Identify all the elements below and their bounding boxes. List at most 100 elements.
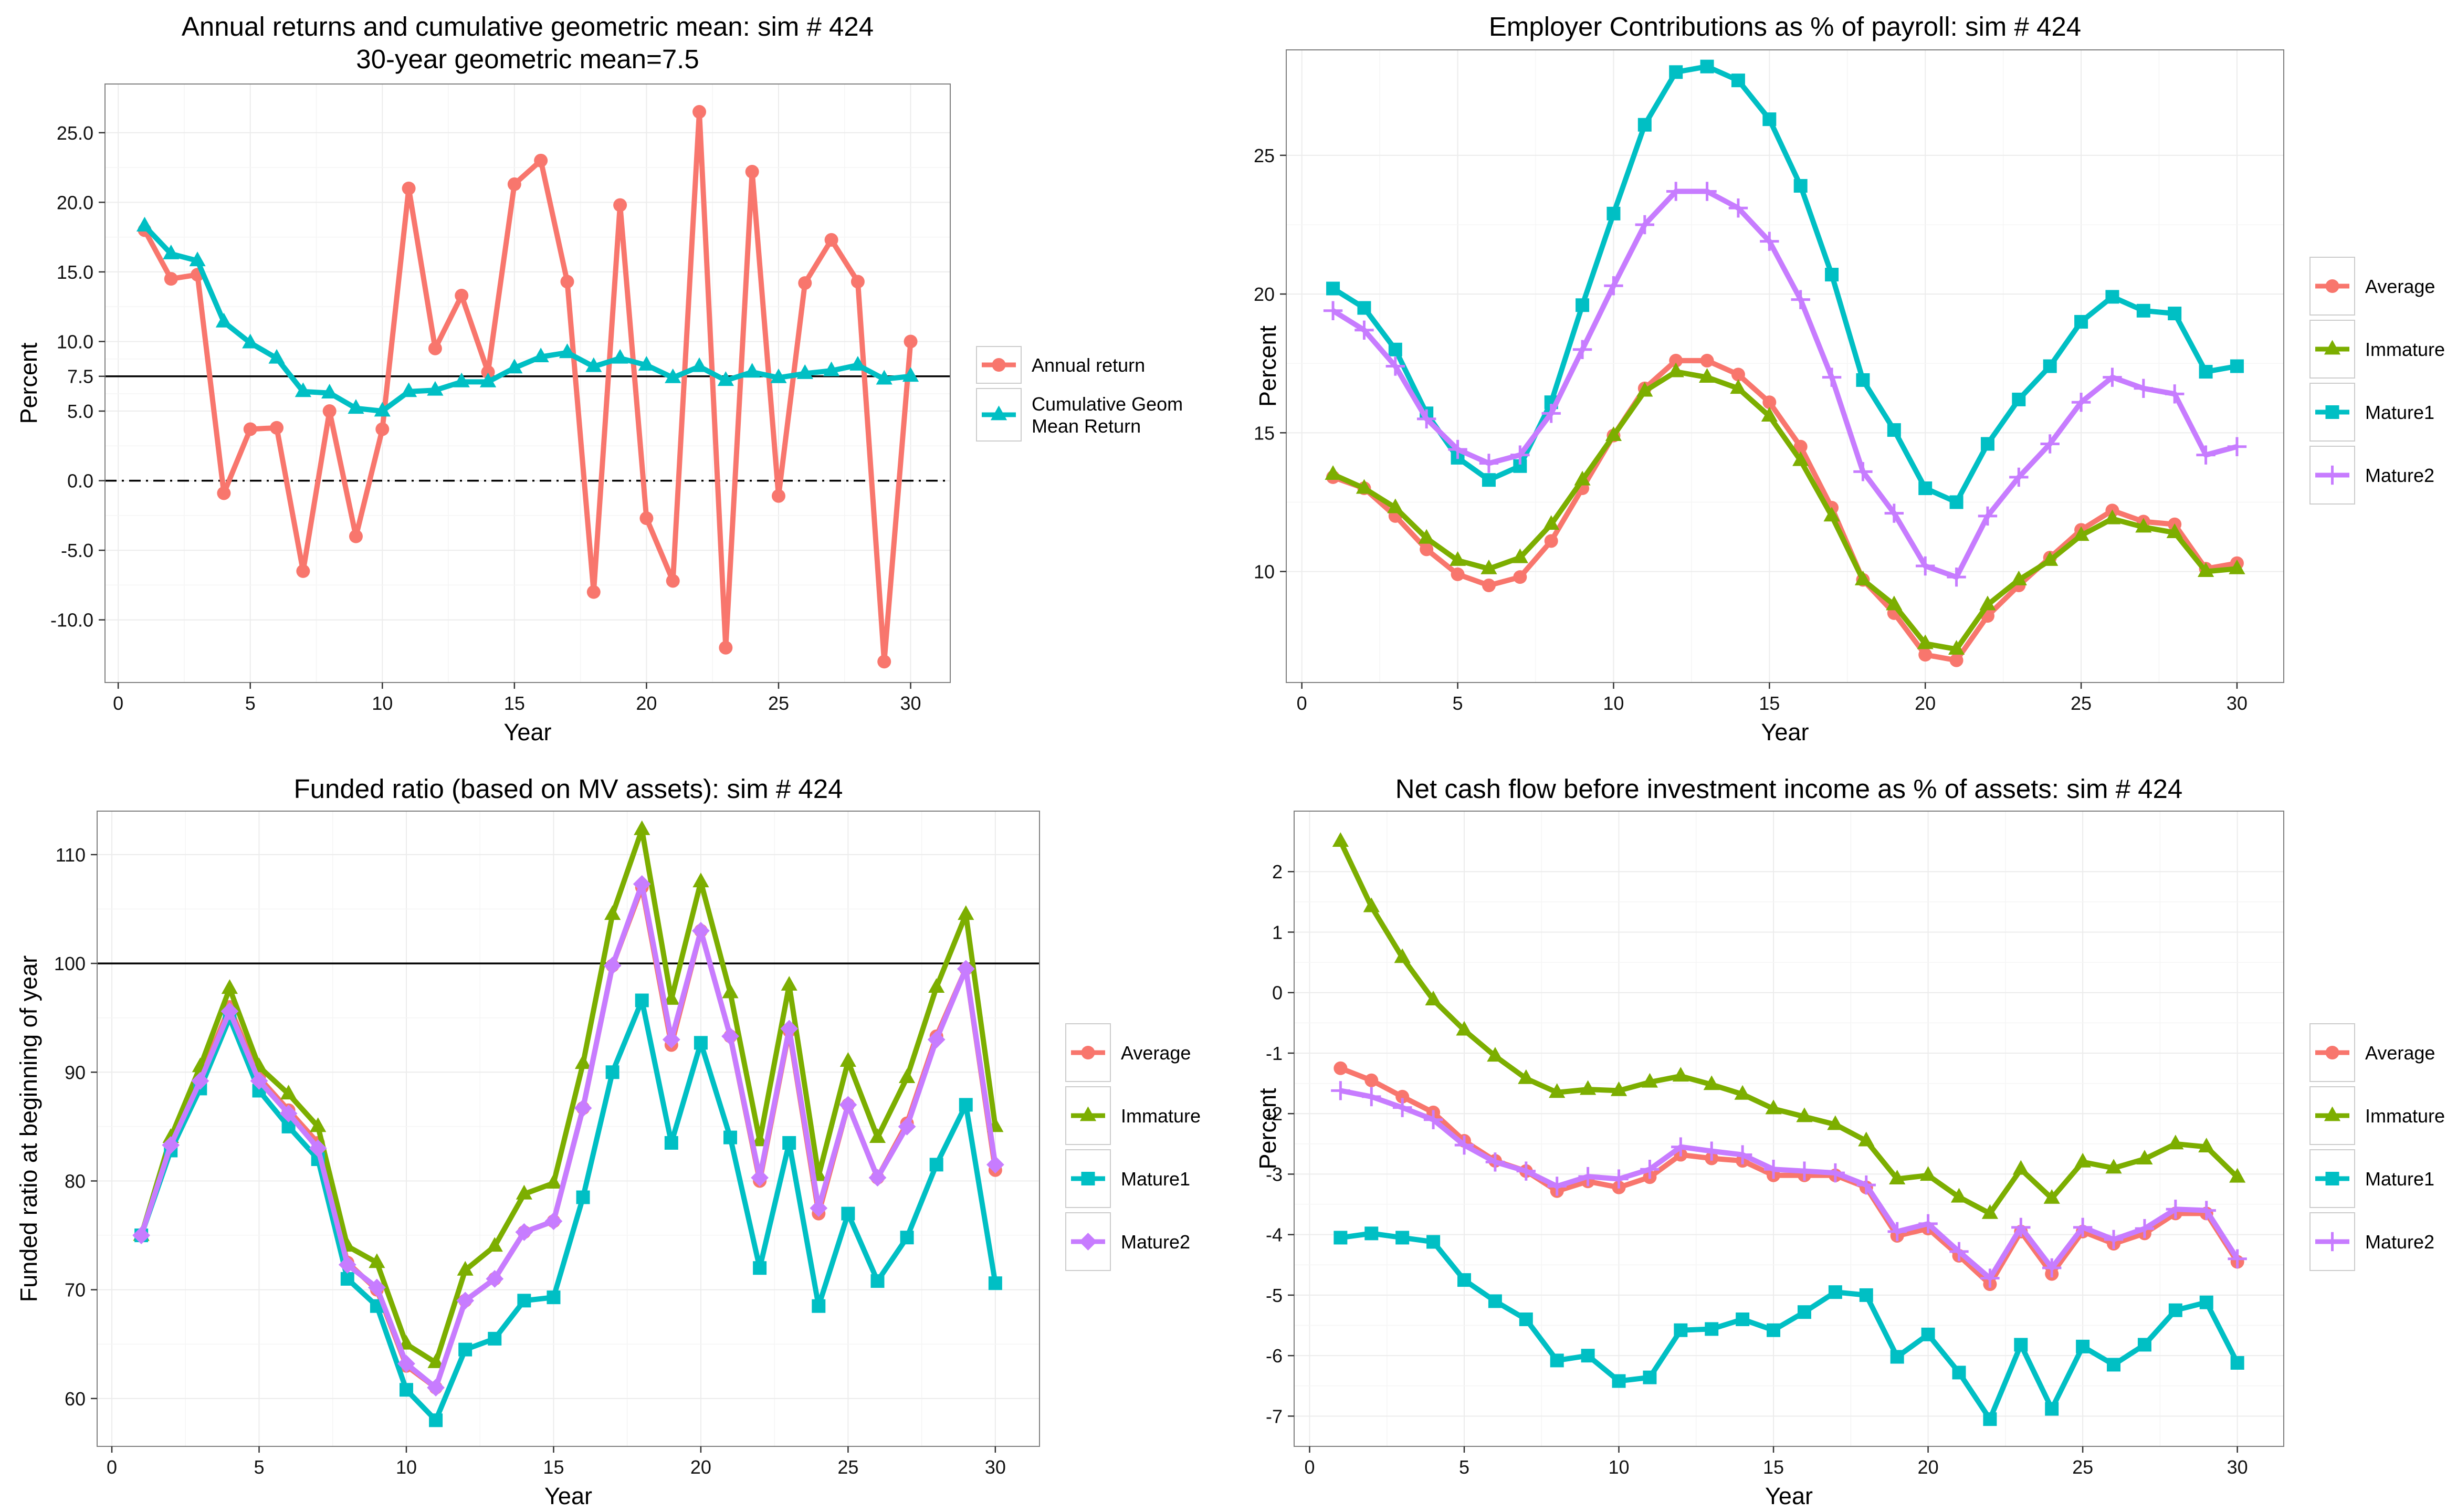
y-tick-label: 60 bbox=[65, 1388, 86, 1410]
data-point bbox=[1363, 897, 1380, 912]
y-tick-label: 70 bbox=[65, 1279, 86, 1301]
data-point bbox=[2073, 526, 2090, 541]
data-point bbox=[322, 404, 337, 418]
data-point bbox=[900, 1231, 914, 1245]
data-point bbox=[1980, 1268, 2000, 1288]
legend-key-marker bbox=[2323, 1232, 2342, 1252]
y-tick-label: 80 bbox=[65, 1170, 86, 1192]
data-point bbox=[959, 1098, 973, 1112]
data-point bbox=[927, 1031, 946, 1049]
data-point bbox=[986, 1156, 1004, 1174]
data-point bbox=[1763, 1160, 1783, 1179]
data-point bbox=[841, 1206, 855, 1221]
data-point bbox=[1671, 1137, 1690, 1157]
x-tick-label: 5 bbox=[1453, 692, 1463, 714]
data-point bbox=[1550, 1353, 1564, 1368]
data-point bbox=[1887, 423, 1901, 437]
chart-title: Annual returns and cumulative geometric … bbox=[182, 12, 874, 41]
data-point bbox=[1416, 409, 1436, 429]
data-point bbox=[824, 233, 838, 247]
data-point bbox=[375, 422, 390, 436]
chart-title: Funded ratio (based on MV assets): sim #… bbox=[293, 774, 843, 804]
data-point bbox=[586, 585, 601, 599]
data-point bbox=[1700, 59, 1714, 74]
series-line bbox=[1340, 1088, 2240, 1281]
data-point bbox=[782, 1136, 796, 1150]
data-point bbox=[189, 251, 206, 267]
data-point bbox=[665, 368, 681, 383]
data-point bbox=[849, 355, 866, 371]
data-point bbox=[479, 372, 497, 387]
data-point bbox=[691, 357, 708, 372]
data-point bbox=[635, 993, 649, 1007]
data-point bbox=[507, 177, 521, 191]
data-point bbox=[1513, 570, 1527, 584]
data-point bbox=[585, 357, 602, 372]
data-point bbox=[1728, 198, 1748, 218]
data-point bbox=[295, 382, 311, 397]
data-point bbox=[745, 165, 759, 179]
data-point bbox=[1326, 281, 1340, 296]
data-point bbox=[1482, 579, 1496, 593]
x-tick-label: 5 bbox=[254, 1456, 265, 1478]
data-point bbox=[1915, 556, 1935, 576]
data-point bbox=[1456, 1021, 1473, 1036]
panel-border bbox=[1286, 49, 2284, 683]
data-point bbox=[1734, 1085, 1751, 1100]
data-point bbox=[1793, 439, 1808, 454]
legend-key-marker bbox=[2323, 465, 2342, 485]
data-point bbox=[1887, 1222, 1907, 1242]
data-point bbox=[1581, 1349, 1595, 1363]
legend-label: Cumulative Geom bbox=[1032, 393, 1183, 415]
y-tick-label: 25.0 bbox=[57, 122, 93, 144]
data-point bbox=[1918, 648, 1933, 662]
panel-border bbox=[104, 83, 951, 683]
data-point bbox=[1856, 373, 1870, 387]
data-point bbox=[2227, 437, 2247, 456]
y-tick-label: -7 bbox=[1266, 1405, 1283, 1427]
x-tick-label: 30 bbox=[900, 692, 921, 714]
legend-key-marker bbox=[1081, 1172, 1095, 1185]
data-point bbox=[1947, 567, 1966, 587]
x-tick-label: 10 bbox=[1603, 692, 1624, 714]
x-tick-label: 25 bbox=[837, 1456, 858, 1478]
data-point bbox=[1702, 1141, 1721, 1161]
data-point bbox=[1482, 473, 1496, 487]
data-point bbox=[270, 421, 284, 435]
chart-panel-1: 0 5 10 15 20 25 30 -10.0 -5.0 0.0 5.0 7.5 10.0 15.0 20… bbox=[15, 12, 1183, 746]
data-point bbox=[1697, 182, 1717, 201]
legend-label: Immature bbox=[2365, 339, 2445, 360]
data-point bbox=[2135, 518, 2152, 533]
y-axis-label: Percent bbox=[1254, 1088, 1281, 1170]
data-point bbox=[1354, 320, 1374, 340]
data-point bbox=[1387, 498, 1404, 513]
data-point bbox=[1479, 454, 1499, 473]
legend-key-marker bbox=[2324, 340, 2341, 355]
y-tick-label: 5.0 bbox=[67, 401, 93, 422]
y-tick-label: 0.0 bbox=[67, 470, 93, 492]
data-point bbox=[1825, 268, 1839, 282]
y-tick-label: 20.0 bbox=[57, 192, 93, 213]
data-point bbox=[1856, 1175, 1876, 1195]
y-tick-label: -2 bbox=[1266, 1103, 1283, 1125]
data-point bbox=[1919, 1166, 1937, 1181]
data-point bbox=[1605, 426, 1622, 442]
x-tick-label: 30 bbox=[985, 1456, 1006, 1478]
data-point bbox=[250, 1072, 268, 1090]
data-point bbox=[694, 1036, 708, 1050]
series-mature2 bbox=[1331, 1081, 2247, 1288]
y-axis-label: Percent bbox=[15, 342, 42, 424]
y-tick-label: -6 bbox=[1266, 1345, 1283, 1367]
data-point bbox=[559, 343, 576, 359]
data-point bbox=[721, 1027, 739, 1045]
data-point bbox=[1420, 542, 1434, 556]
data-point bbox=[1612, 1374, 1626, 1388]
data-point bbox=[1667, 362, 1684, 377]
x-tick-label: 0 bbox=[107, 1456, 117, 1478]
data-point bbox=[1886, 595, 1903, 611]
data-point bbox=[397, 1354, 415, 1373]
legend-label: Average bbox=[2365, 276, 2435, 297]
data-point bbox=[2040, 434, 2060, 454]
legend-label: Average bbox=[1121, 1042, 1191, 1064]
y-tick-label: -3 bbox=[1266, 1163, 1283, 1185]
